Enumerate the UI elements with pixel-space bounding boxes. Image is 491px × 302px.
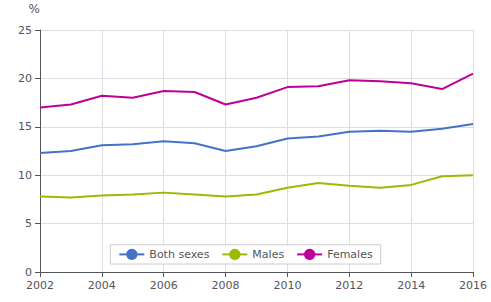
svg-text:10: 10 [18,169,32,182]
svg-text:Males: Males [252,248,284,261]
svg-text:2016: 2016 [459,279,487,292]
svg-text:2014: 2014 [397,279,425,292]
svg-text:15: 15 [18,120,32,133]
svg-text:2004: 2004 [88,279,116,292]
svg-text:20: 20 [18,72,32,85]
svg-text:Both sexes: Both sexes [149,248,209,261]
svg-text:2010: 2010 [273,279,301,292]
svg-text:0: 0 [25,266,32,279]
svg-text:2008: 2008 [212,279,240,292]
svg-text:25: 25 [18,24,32,37]
svg-text:2002: 2002 [26,279,54,292]
svg-text:%: % [29,2,40,16]
svg-text:5: 5 [25,217,32,230]
svg-text:Females: Females [327,248,373,261]
svg-text:2006: 2006 [150,279,178,292]
svg-text:2012: 2012 [335,279,363,292]
